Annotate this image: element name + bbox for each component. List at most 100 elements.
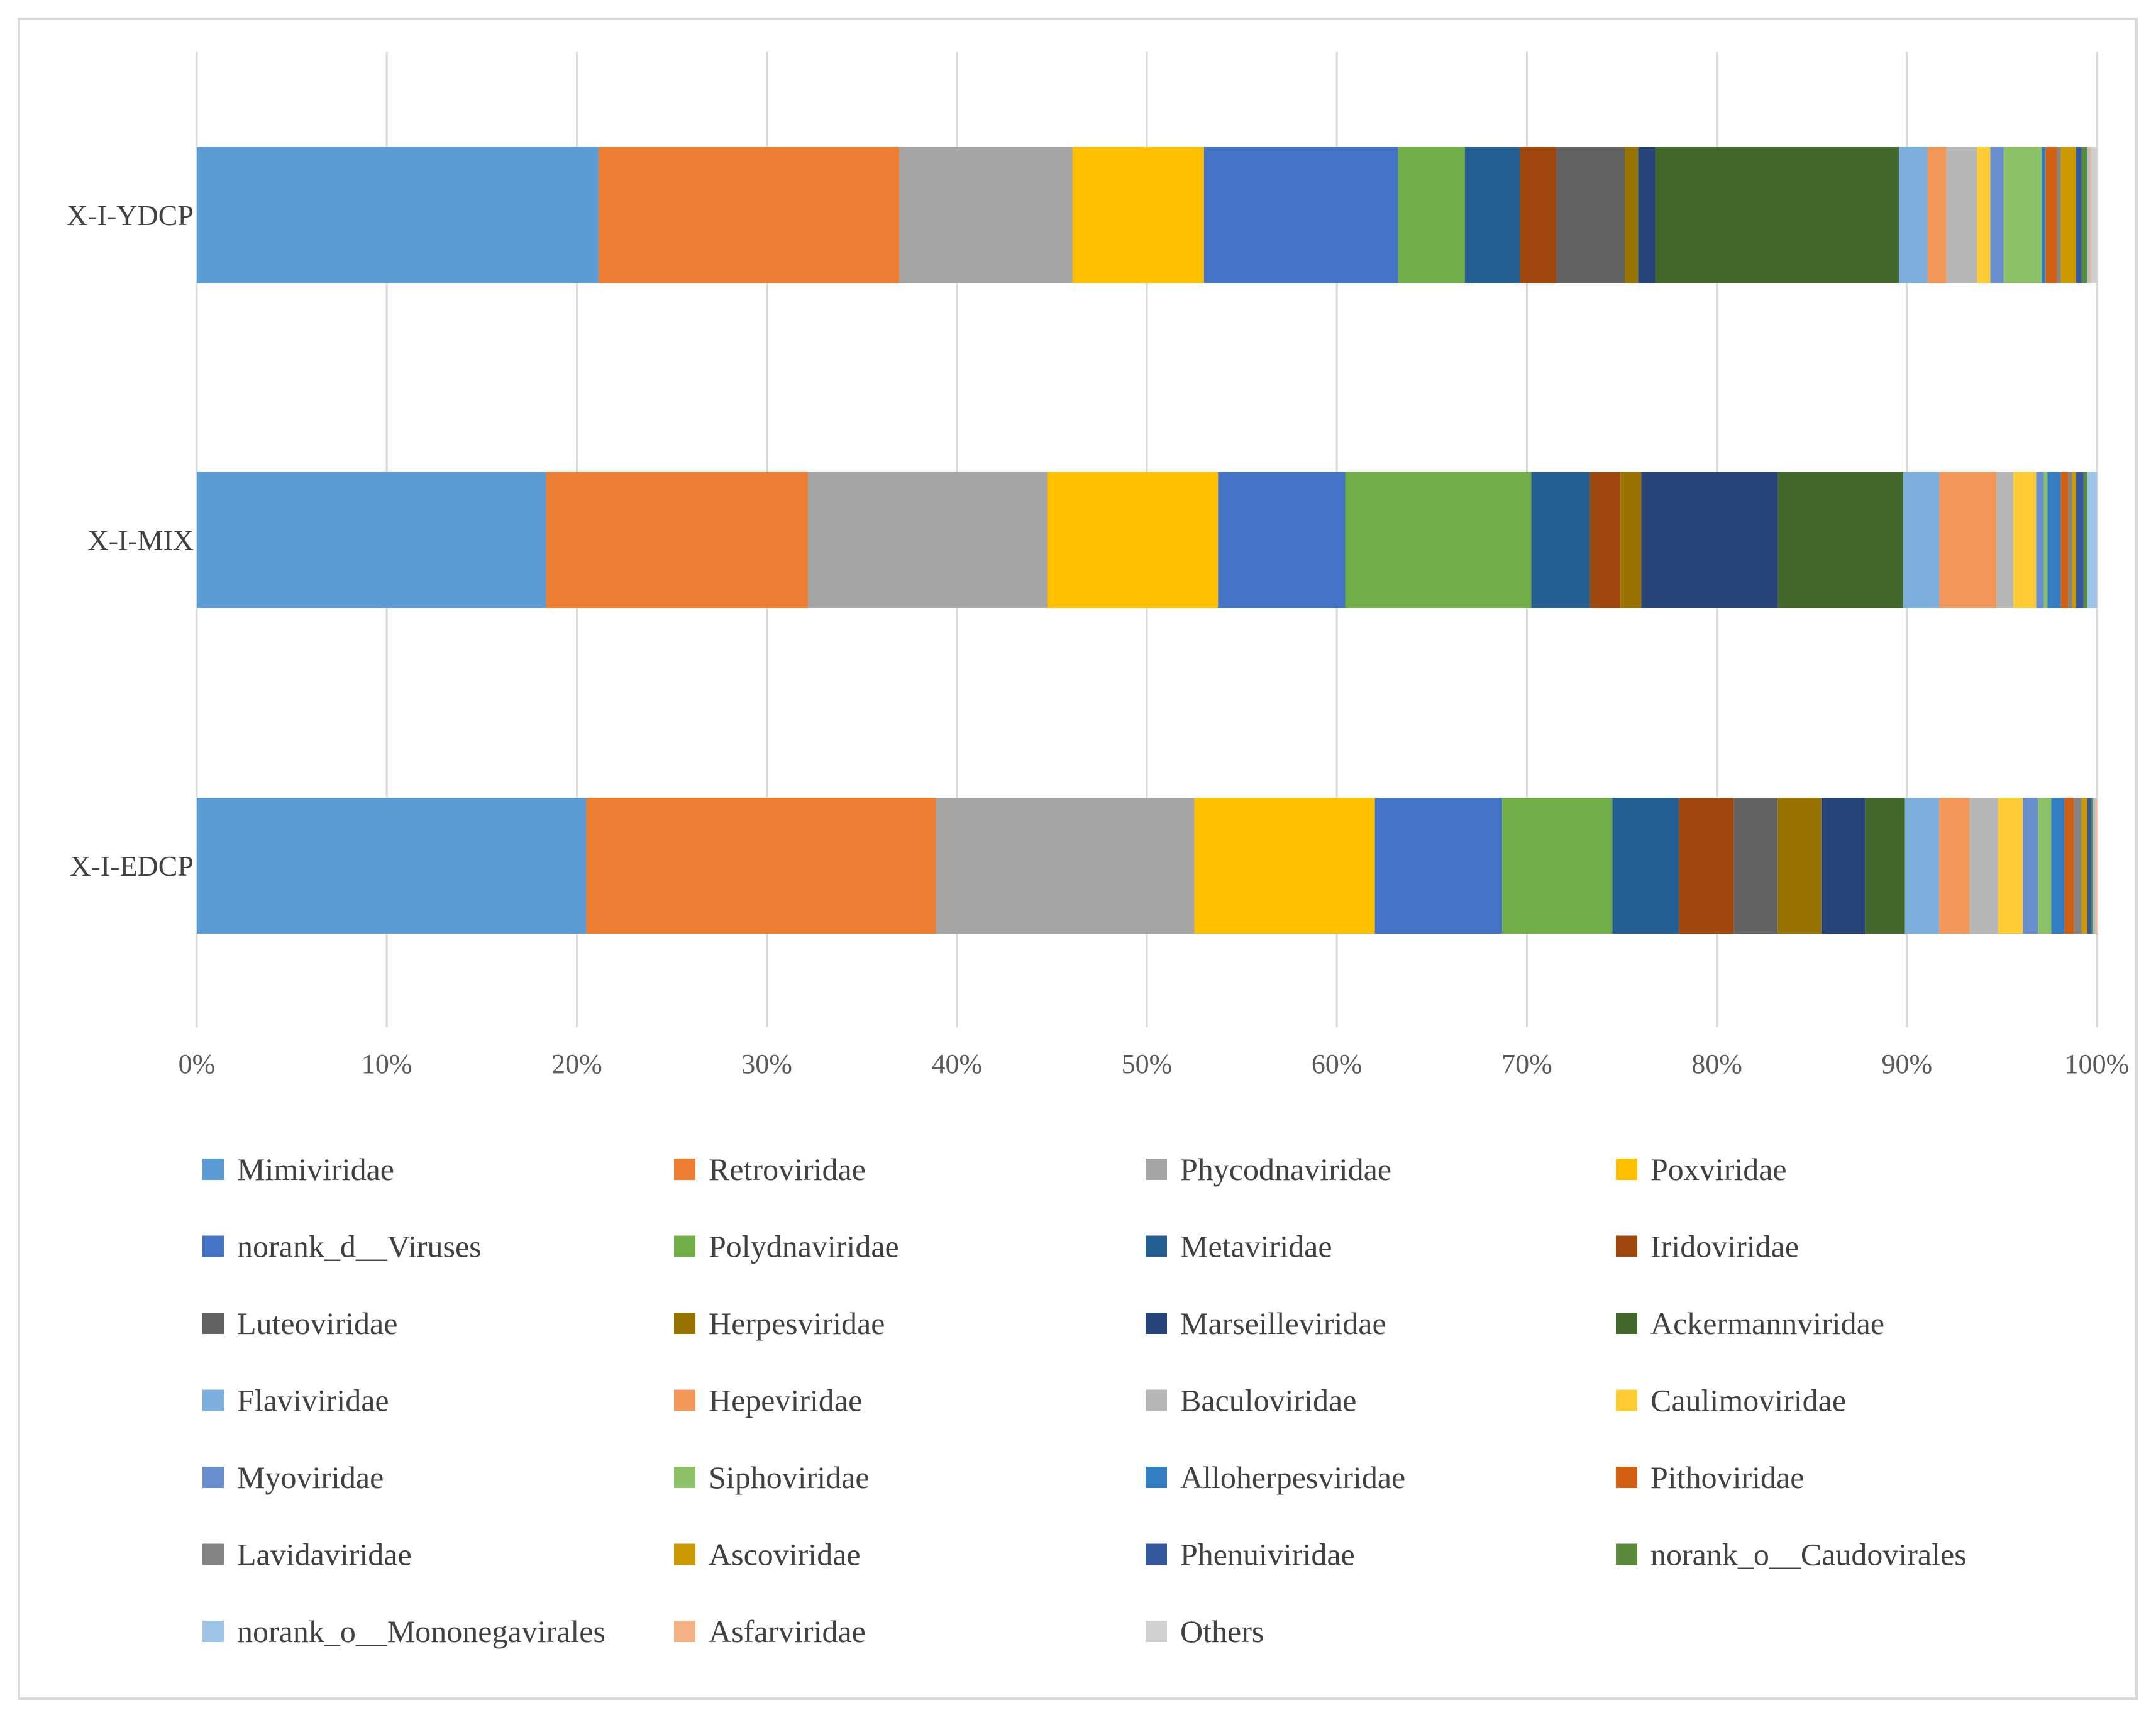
legend-item-iridoviridae: Iridoviridae [1616,1229,1799,1264]
legend-swatch [674,1543,695,1565]
x-tick-label: 70% [1501,1049,1552,1079]
legend-swatch [202,1543,224,1565]
bar-segment-x-i-mix-alloherpesviridae [2047,472,2061,608]
bar-segment-x-i-mix-ascoviridae [2072,472,2076,608]
bar-segment-x-i-mix-herpesviridae [1620,472,1642,608]
x-tick-label: 20% [551,1049,602,1079]
legend-label: Marseilleviridae [1180,1306,1386,1341]
legend-label: Alloherpesviridae [1180,1460,1405,1495]
bars [197,147,2097,934]
bar-segment-x-i-ydcp-myoviridae [1990,147,2004,283]
legend-label: Phenuiviridae [1180,1537,1355,1572]
legend-swatch [202,1313,224,1334]
bar-segment-x-i-ydcp-phycodnaviridae [899,147,1073,283]
legend-label: Baculoviridae [1180,1383,1356,1418]
bar-segment-x-i-mix-hepeviridae [1939,472,1996,608]
bar-segment-x-i-ydcp-mimiviridae [197,147,599,283]
legend-swatch [202,1467,224,1488]
legend-item-metaviridae: Metaviridae [1146,1229,1332,1264]
bar-segment-x-i-edcp-asfarviridae [2094,798,2097,934]
legend-label: Others [1180,1614,1264,1649]
legend-label: Hepeviridae [709,1383,862,1418]
legend-label: Caulimoviridae [1650,1383,1846,1418]
category-label: X-I-EDCP [70,850,194,882]
bar-segment-x-i-mix-phenuiviridae [2076,472,2084,608]
legend-label: Myoviridae [237,1460,384,1495]
bar-segment-x-i-ydcp-ascoviridae [2060,147,2076,283]
legend-swatch [1616,1313,1637,1334]
bar-segment-x-i-mix-caulimoviridae [2013,472,2037,608]
bar-segment-x-i-ydcp-hepeviridae [1927,147,1947,283]
legend-swatch [1146,1621,1167,1642]
legend-item-norank-o-caudovirales: norank_o__Caudovirales [1616,1537,1967,1572]
legend-label: Ackermannviridae [1650,1306,1884,1341]
category-label: X-I-YDCP [67,199,194,231]
legend-label: Siphoviridae [709,1460,870,1495]
legend-swatch [674,1313,695,1334]
bar-segment-x-i-edcp-alloherpesviridae [2051,798,2065,934]
legend-swatch [202,1389,224,1411]
x-tick-label: 80% [1691,1049,1742,1079]
bar-segment-x-i-edcp-ackermannviridae [1865,798,1905,934]
legend-swatch [1146,1543,1167,1565]
legend-item-norank-d-viruses: norank_d__Viruses [202,1229,482,1264]
bar-segment-x-i-mix-norank-o-mononegavirales [2087,472,2097,608]
x-tick-label: 40% [931,1049,982,1079]
bar-segment-x-i-mix-poxviridae [1047,472,1219,608]
legend-label: norank_d__Viruses [237,1229,482,1264]
legend-item-flaviviridae: Flaviviridae [202,1383,389,1418]
x-tick-label: 0% [179,1049,216,1079]
bar-segment-x-i-edcp-lavidaviridae [2074,798,2082,934]
bar-segment-x-i-ydcp-pithoviridae [2045,147,2057,283]
legend-label: Herpesviridae [709,1306,885,1341]
bar-segment-x-i-edcp-pithoviridae [2064,798,2074,934]
bar-segment-x-i-edcp-iridoviridae [1679,798,1734,934]
stacked-bar-chart: X-I-EDCP X-I-MIX X-I-YDCP 0% 10% 20% 30% 40% 50… [67,52,2130,1649]
legend-label: Lavidaviridae [237,1537,412,1572]
chart-frame: X-I-EDCP X-I-MIX X-I-YDCP 0% 10% 20% 30% 40% 50… [18,18,2138,1700]
legend-item-myoviridae: Myoviridae [202,1460,384,1495]
bar-segment-x-i-ydcp-baculoviridae [1946,147,1977,283]
bar-segment-x-i-ydcp-lavidaviridae [2057,147,2061,283]
legend-swatch [202,1159,224,1180]
bar-segment-x-i-ydcp-iridoviridae [1520,147,1557,283]
bar-segment-x-i-mix-flaviviridae [1903,472,1940,608]
legend-label: Luteoviridae [237,1306,397,1341]
legend-item-marseilleviridae: Marseilleviridae [1146,1306,1386,1341]
legend-item-polydnaviridae: Polydnaviridae [674,1229,899,1264]
legend-swatch [1146,1159,1167,1180]
bar-segment-x-i-ydcp-polydnaviridae [1398,147,1465,283]
x-tick-label: 10% [362,1049,412,1079]
bar-segment-x-i-edcp-norank-o-caudovirales [2091,798,2093,934]
bar-segment-x-i-mix-norank-d-viruses [1218,472,1346,608]
bar-segment-x-i-edcp-mimiviridae [197,798,587,934]
bar-segment-x-i-mix-marseilleviridae [1641,472,1778,608]
legend-label: norank_o__Mononegavirales [237,1614,605,1649]
legend-label: Metaviridae [1180,1229,1332,1264]
legend-label: Mimiviridae [237,1152,394,1187]
legend-label: Phycodnaviridae [1180,1152,1391,1187]
bar-segment-x-i-edcp-norank-d-viruses [1374,798,1503,934]
bar-segment-x-i-edcp-siphoviridae [2038,798,2052,934]
legend-swatch [1146,1389,1167,1411]
bar-segment-x-i-mix-polydnaviridae [1345,472,1532,608]
legend-swatch [1616,1467,1637,1488]
legend-item-mimiviridae: Mimiviridae [202,1152,394,1187]
legend-swatch [202,1621,224,1642]
bar-segment-x-i-edcp-norank-o-mononegavirales [2092,798,2095,934]
legend-item-others: Others [1146,1614,1264,1649]
legend-item-siphoviridae: Siphoviridae [674,1460,870,1495]
bar-segment-x-i-mix-myoviridae [2036,472,2044,608]
legend-swatch [202,1235,224,1257]
bar-segment-x-i-ydcp-marseilleviridae [1638,147,1656,283]
legend-item-ascoviridae: Ascoviridae [674,1537,861,1572]
bar-segment-x-i-ydcp-ackermannviridae [1655,147,1899,283]
bar-segment-x-i-mix-siphoviridae [2043,472,2048,608]
bar-segment-x-i-ydcp-asfarviridae [2089,147,2091,283]
x-tick-label: 100% [2065,1049,2130,1079]
legend-item-poxviridae: Poxviridae [1616,1152,1787,1187]
legend-label: Poxviridae [1650,1152,1787,1187]
legend-swatch [674,1467,695,1488]
legend-label: Pithoviridae [1650,1460,1804,1495]
legend-swatch [1146,1235,1167,1257]
